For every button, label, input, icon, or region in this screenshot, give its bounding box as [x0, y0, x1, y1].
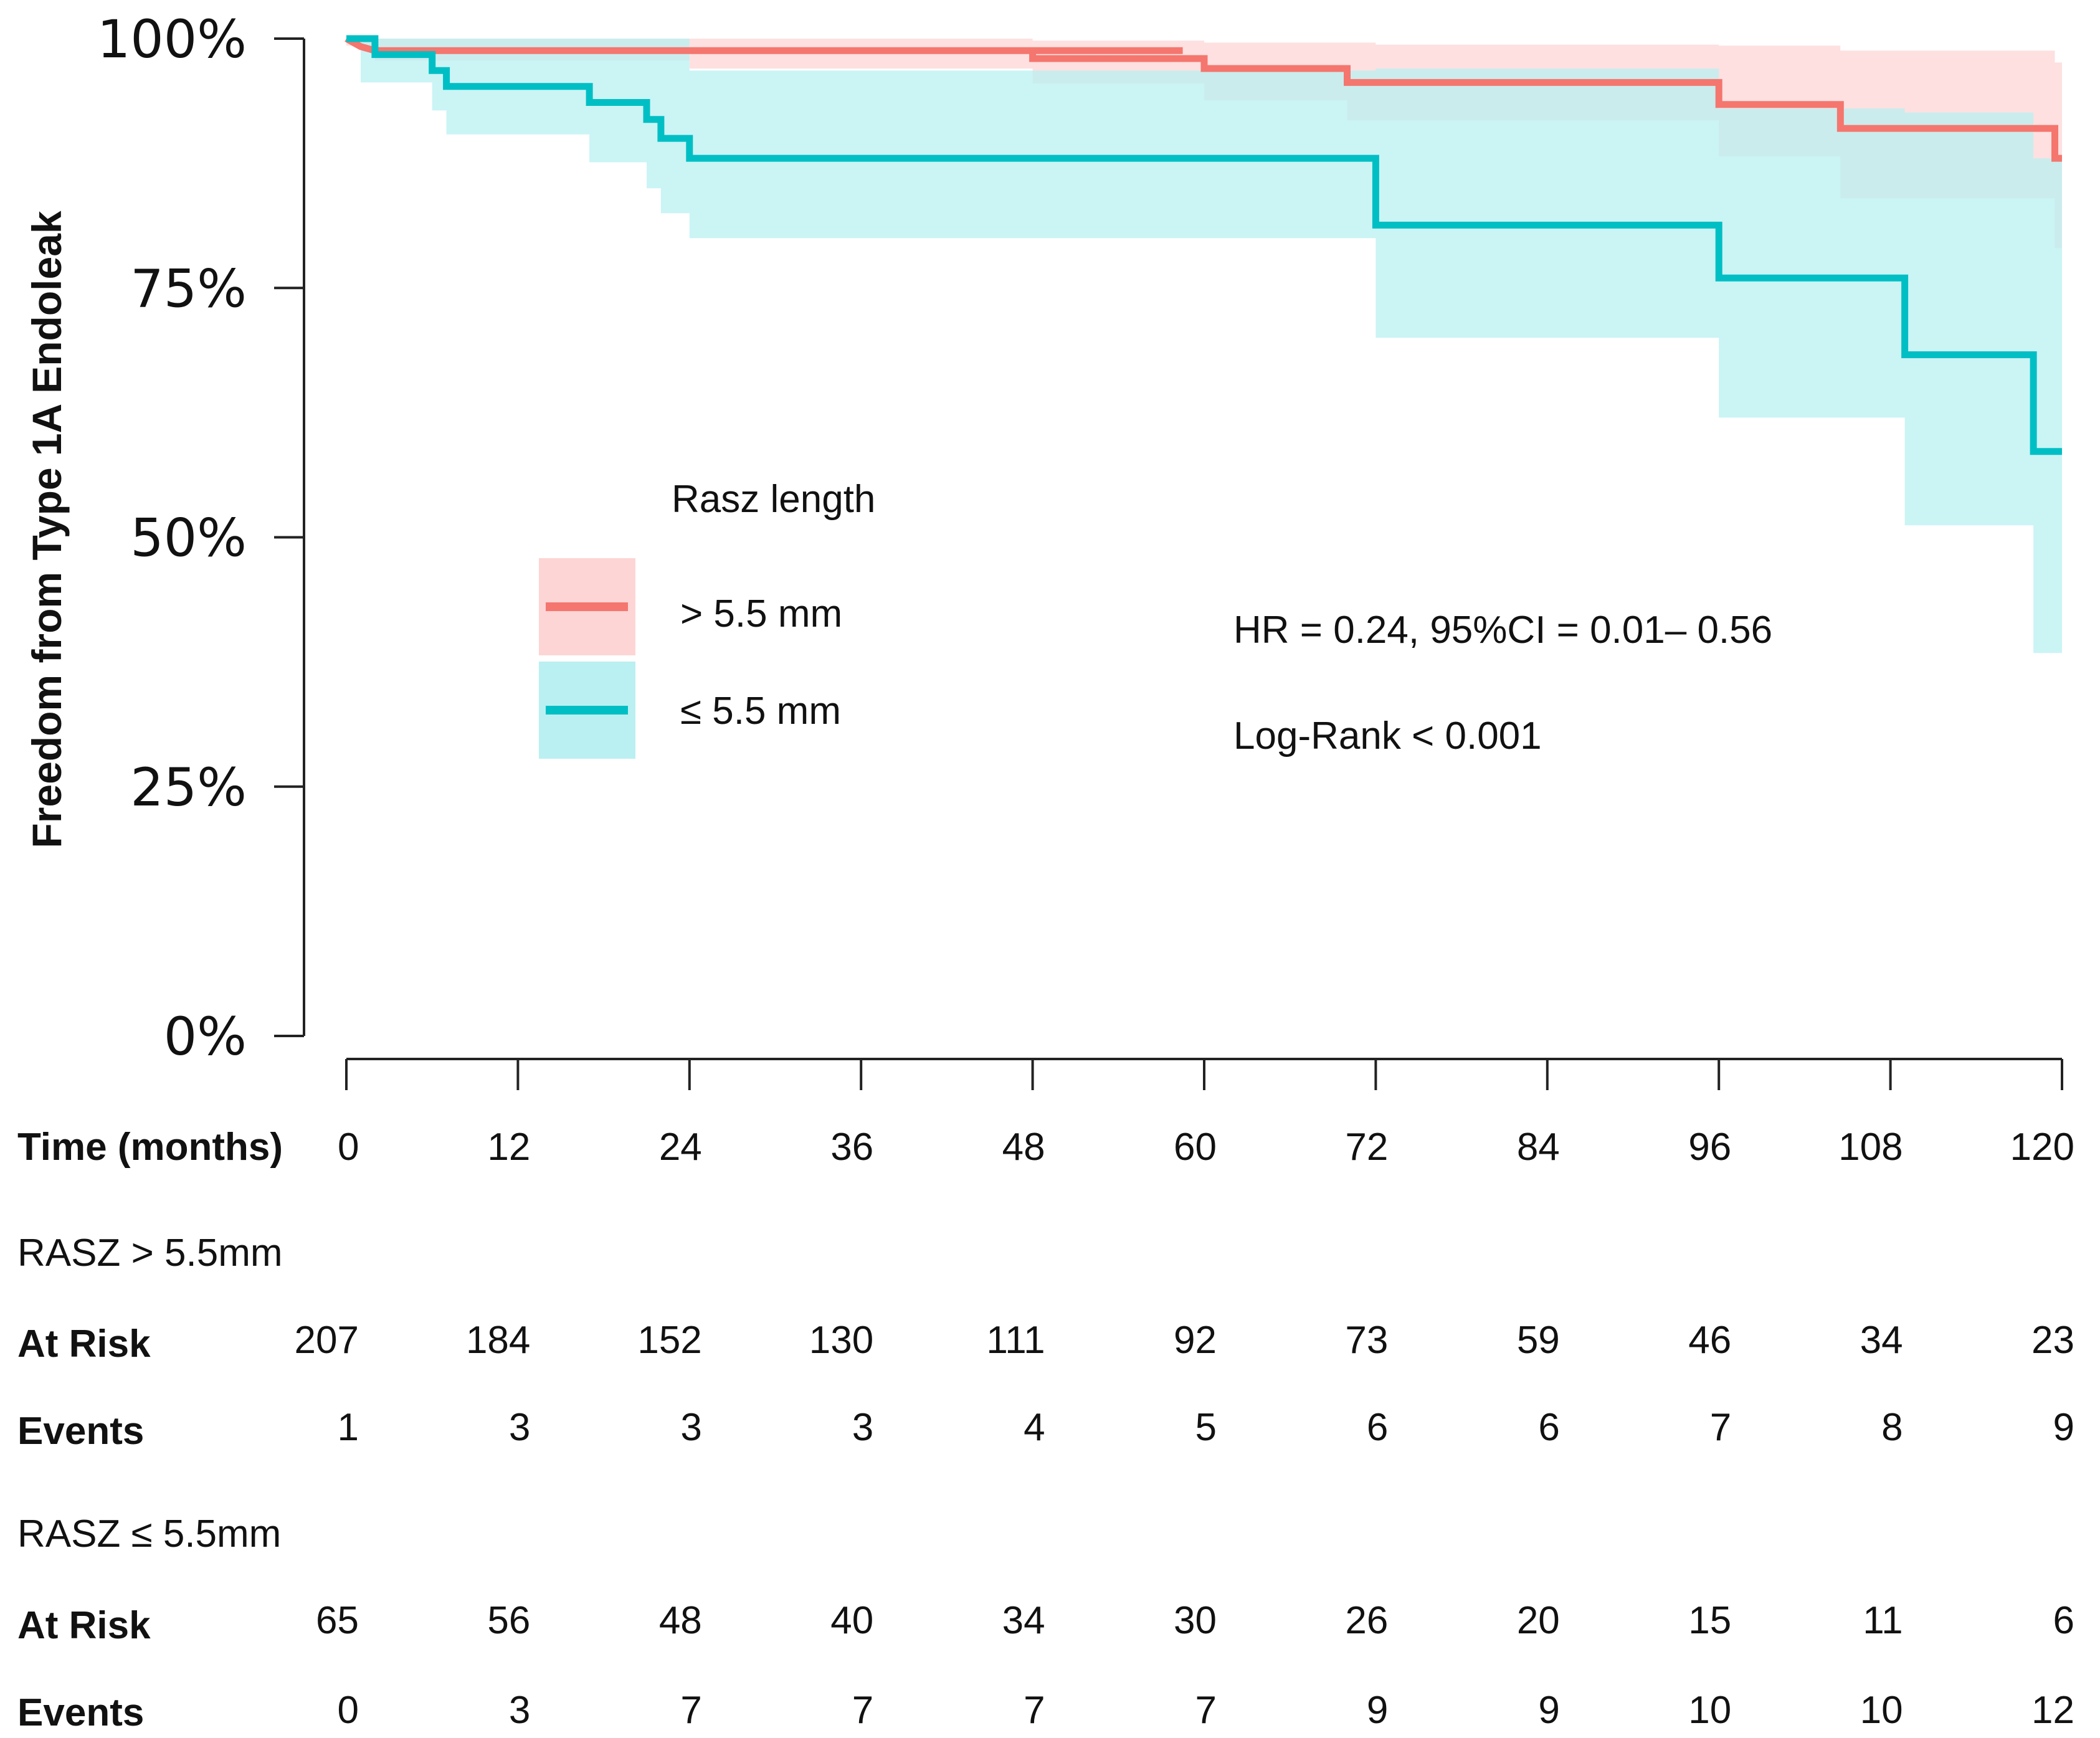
risk-cell: 207 — [295, 1319, 359, 1362]
x-tick-label: 120 — [2010, 1126, 2074, 1169]
y-tick-label: 75% — [130, 258, 247, 319]
risk-cell: 7 — [1024, 1689, 1045, 1732]
risk-cell: 9 — [1367, 1689, 1388, 1732]
risk-cell: 7 — [680, 1689, 701, 1732]
risk-cell: 56 — [487, 1599, 530, 1642]
risk-cell: 4 — [1024, 1406, 1045, 1449]
x-tick-label: 12 — [487, 1126, 530, 1169]
y-tick-label: 25% — [130, 757, 247, 818]
group-le-title: RASZ ≤ 5.5mm — [17, 1512, 281, 1555]
risk-cell: 5 — [1195, 1406, 1217, 1449]
risk-cell: 12 — [2031, 1689, 2074, 1732]
log-rank-annotation: Log-Rank < 0.001 — [1233, 715, 1542, 757]
risk-cell: 3 — [509, 1406, 530, 1449]
risk-cell: 3 — [680, 1406, 701, 1449]
risk-cell: 6 — [2053, 1599, 2074, 1642]
legend-title: Rasz length — [672, 478, 875, 521]
x-tick-label: 60 — [1174, 1126, 1217, 1169]
y-ticks: 0% 25% 50% 75% 100% — [97, 9, 304, 1067]
risk-cell: 7 — [852, 1689, 873, 1732]
risk-cell: 0 — [338, 1689, 359, 1732]
risk-cell: 130 — [809, 1319, 873, 1362]
legend-entry-gt: > 5.5 mm — [680, 592, 842, 635]
risk-cell: 65 — [316, 1599, 359, 1642]
confidence-bands — [346, 39, 2062, 653]
survival-curves — [344, 35, 2062, 455]
risk-cell: 15 — [1688, 1599, 1731, 1642]
x-tick-label: 48 — [1002, 1126, 1045, 1169]
risk-cell: 7 — [1710, 1406, 1731, 1449]
risk-cell: 26 — [1345, 1599, 1388, 1642]
risk-cell: 10 — [1860, 1689, 1903, 1732]
x-tick-label: 36 — [830, 1126, 873, 1169]
risk-cell: 40 — [830, 1599, 873, 1642]
risk-cell: 9 — [1538, 1689, 1559, 1732]
risk-cell: 6 — [1367, 1406, 1388, 1449]
risk-cell: 34 — [1002, 1599, 1045, 1642]
group-le-at-risk-row: 65 56 48 40 34 30 26 20 15 11 6 — [316, 1599, 2074, 1642]
risk-cell: 73 — [1345, 1319, 1388, 1362]
risk-cell: 10 — [1688, 1689, 1731, 1732]
group-le-events-row: 0 3 7 7 7 7 9 9 10 10 12 — [338, 1689, 2074, 1732]
group-le-events-label: Events — [17, 1691, 144, 1734]
risk-cell: 20 — [1517, 1599, 1560, 1642]
x-tick-label: 96 — [1688, 1126, 1731, 1169]
legend: Rasz length > 5.5 mm ≤ 5.5 mm — [539, 478, 875, 759]
risk-cell: 3 — [509, 1689, 530, 1732]
ci-band-le — [346, 39, 2062, 653]
survival-curve-le — [346, 35, 2062, 455]
risk-cell: 23 — [2031, 1319, 2074, 1362]
x-tick-label: 72 — [1345, 1126, 1388, 1169]
y-tick-label: 50% — [130, 508, 247, 569]
x-tick-label: 108 — [1838, 1126, 1903, 1169]
y-axis-label: Freedom from Type 1A Endoleak — [24, 211, 70, 848]
risk-cell: 7 — [1195, 1689, 1217, 1732]
risk-cell: 1 — [338, 1406, 359, 1449]
legend-entry-le: ≤ 5.5 mm — [680, 690, 841, 733]
risk-cell: 46 — [1688, 1319, 1731, 1362]
group-gt-at-risk-label: At Risk — [17, 1322, 151, 1365]
y-tick-label: 0% — [164, 1006, 247, 1067]
risk-cell: 111 — [986, 1319, 1045, 1362]
y-tick-label: 100% — [97, 9, 247, 70]
risk-cell: 8 — [1881, 1406, 1903, 1449]
risk-cell: 34 — [1860, 1319, 1903, 1362]
risk-cell: 92 — [1174, 1319, 1217, 1362]
risk-cell: 59 — [1517, 1319, 1560, 1362]
risk-cell: 9 — [2053, 1406, 2074, 1449]
x-tick-label: 0 — [338, 1126, 359, 1169]
risk-cell: 3 — [852, 1406, 873, 1449]
time-axis-label: Time (months) — [17, 1126, 283, 1169]
group-gt-at-risk-row: 207 184 152 130 111 92 73 59 46 34 23 — [295, 1319, 2074, 1362]
group-gt-events-label: Events — [17, 1410, 144, 1453]
risk-cell: 48 — [659, 1599, 702, 1642]
x-tick-label: 24 — [659, 1126, 702, 1169]
group-gt-events-row: 1 3 3 3 4 5 6 6 7 8 9 — [338, 1406, 2074, 1449]
risk-cell: 30 — [1174, 1599, 1217, 1642]
group-le-at-risk-label: At Risk — [17, 1604, 151, 1647]
risk-cell: 184 — [466, 1319, 530, 1362]
risk-cell: 152 — [637, 1319, 701, 1362]
risk-cell: 11 — [1863, 1599, 1903, 1642]
risk-cell: 6 — [1538, 1406, 1559, 1449]
group-gt-title: RASZ > 5.5mm — [17, 1232, 283, 1275]
x-ticks — [345, 1059, 2063, 1090]
risk-time-row: 0 12 24 36 48 60 72 84 96 108 120 — [338, 1126, 2074, 1169]
hazard-ratio-annotation: HR = 0.24, 95%CI = 0.01– 0.56 — [1233, 609, 1772, 652]
x-tick-label: 84 — [1517, 1126, 1560, 1169]
risk-table: Time (months) 0 12 24 36 48 60 72 84 96 108 120 RA… — [17, 1126, 2074, 1734]
